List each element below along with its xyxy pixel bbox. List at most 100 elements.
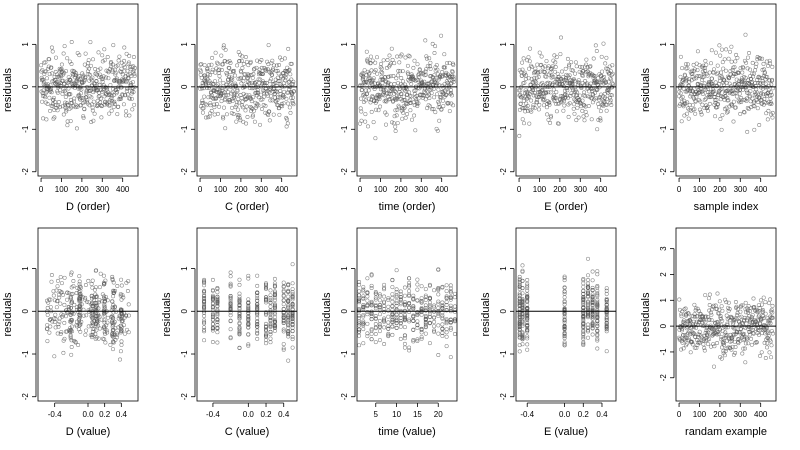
data-point — [757, 306, 762, 310]
data-point — [590, 298, 595, 303]
data-point — [357, 316, 362, 320]
data-point — [419, 309, 424, 314]
data-point — [517, 291, 522, 296]
data-point — [212, 88, 217, 93]
data-point — [266, 43, 271, 48]
data-point — [722, 353, 727, 358]
data-point — [47, 72, 52, 77]
data-point — [590, 294, 595, 299]
y-tick-label: 0 — [659, 84, 668, 89]
data-point — [520, 306, 525, 311]
data-point — [432, 309, 437, 314]
data-point — [693, 99, 698, 104]
data-point — [232, 68, 236, 73]
data-point — [428, 104, 432, 109]
data-point — [734, 304, 739, 309]
data-point — [724, 300, 729, 305]
data-point — [608, 76, 613, 81]
data-point — [517, 335, 522, 340]
data-point — [767, 78, 772, 83]
data-point — [213, 96, 218, 101]
data-point — [111, 280, 116, 285]
data-point — [564, 79, 569, 84]
data-point — [402, 317, 407, 322]
x-axis: 0 100 200 300 400 — [198, 177, 289, 194]
data-point — [286, 303, 291, 308]
data-point — [452, 291, 457, 296]
data-point — [89, 314, 94, 319]
plot-frame — [356, 3, 458, 177]
data-point — [95, 98, 100, 103]
data-point — [131, 68, 136, 73]
plot-frame — [37, 3, 139, 177]
data-point — [749, 336, 754, 341]
data-point — [264, 329, 268, 334]
y-axis: -2-101 — [659, 42, 675, 175]
data-point — [427, 296, 432, 301]
data-point — [61, 112, 66, 117]
y-tick-label: -1 — [21, 350, 30, 358]
data-point — [124, 109, 129, 114]
data-point — [237, 316, 242, 321]
data-point — [677, 335, 682, 340]
data-point — [386, 296, 391, 301]
data-point — [562, 306, 567, 311]
data-point — [770, 77, 775, 82]
data-point — [377, 95, 382, 99]
data-point — [520, 308, 525, 313]
data-point — [717, 299, 722, 304]
data-point — [428, 66, 433, 71]
data-point — [520, 319, 525, 324]
data-point — [58, 275, 63, 280]
data-point — [263, 110, 268, 115]
data-point — [388, 62, 393, 67]
data-point — [535, 83, 540, 88]
data-point — [62, 320, 67, 325]
data-point — [59, 312, 64, 317]
data-point — [685, 100, 690, 105]
data-point — [745, 106, 750, 110]
data-point — [411, 318, 416, 323]
data-point — [679, 312, 684, 317]
data-point — [610, 63, 615, 68]
data-point — [237, 76, 242, 81]
data-point — [452, 295, 457, 300]
data-point — [451, 103, 456, 108]
data-point — [80, 75, 85, 80]
data-point — [89, 335, 94, 340]
data-point — [604, 108, 609, 113]
data-point — [74, 83, 79, 88]
data-point — [49, 45, 54, 50]
data-point — [251, 72, 256, 76]
data-point — [586, 294, 590, 299]
data-point — [731, 119, 736, 124]
data-point — [573, 60, 578, 65]
data-point — [747, 94, 752, 99]
data-point — [286, 282, 291, 287]
data-point — [58, 83, 63, 88]
data-point — [119, 60, 124, 65]
data-point — [561, 108, 566, 113]
data-point — [586, 278, 590, 282]
data-point — [533, 91, 537, 96]
data-point — [440, 303, 445, 308]
data-point — [365, 91, 369, 96]
data-point — [595, 346, 600, 351]
data-point — [677, 307, 682, 312]
data-point — [581, 295, 586, 299]
data-point — [119, 310, 124, 315]
data-point — [529, 109, 534, 114]
data-point — [53, 100, 57, 104]
data-point — [551, 87, 556, 92]
data-point — [271, 112, 276, 117]
data-point — [69, 105, 74, 110]
data-point — [214, 96, 219, 101]
data-point — [81, 115, 86, 120]
data-point — [517, 330, 522, 335]
data-point — [423, 318, 428, 322]
data-point — [210, 55, 215, 60]
data-point — [410, 74, 415, 79]
data-point — [419, 284, 424, 289]
data-points — [677, 32, 775, 134]
